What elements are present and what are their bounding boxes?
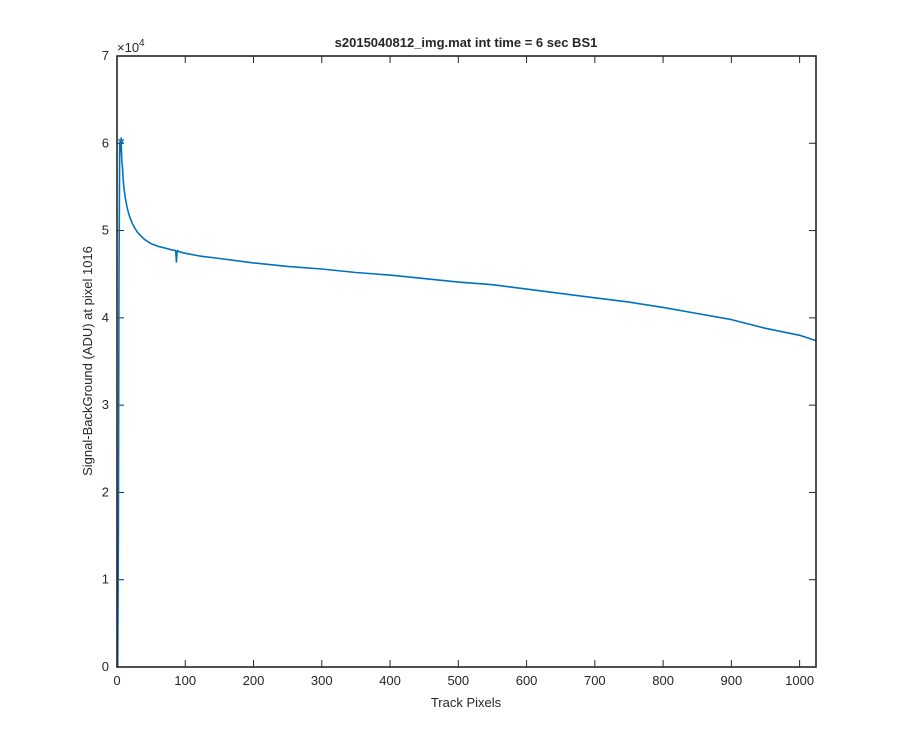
x-axis-label: Track Pixels [431,695,502,710]
y-tick-label: 3 [102,397,109,412]
y-tick-label: 7 [102,48,109,63]
x-tick-label: 800 [652,673,674,688]
x-tick-label: 1000 [785,673,814,688]
x-tick-label: 0 [113,673,120,688]
y-axis-ticks: 0 1 2 3 4 5 6 7 [102,48,816,674]
x-tick-label: 900 [721,673,743,688]
y-tick-label: 1 [102,572,109,587]
peak-marker: * [118,135,125,152]
x-tick-label: 500 [447,673,469,688]
x-tick-label: 300 [311,673,333,688]
y-tick-label: 0 [102,659,109,674]
plot-frame [116,55,817,668]
y-tick-label: 5 [102,223,109,238]
y-axis-label: Signal-BackGround (ADU) at pixel 1016 [80,246,95,476]
series-line [116,139,817,668]
x-tick-label: 600 [516,673,538,688]
chart-title: s2015040812_img.mat int time = 6 sec BS1 [335,35,598,50]
y-multiplier-label: ×10 4 [117,38,145,55]
y-tick-label: 2 [102,484,109,499]
markers: * [118,135,125,152]
y-multiplier-base: ×10 [117,40,139,55]
x-axis-ticks: 0 100 200 300 400 500 600 700 800 900 1000 [113,56,814,688]
y-multiplier-exponent: 4 [139,38,145,49]
x-tick-label: 100 [174,673,196,688]
y-tick-label: 4 [102,310,109,325]
y-tick-label: 6 [102,135,109,150]
x-tick-label: 400 [379,673,401,688]
x-tick-label: 700 [584,673,606,688]
x-tick-label: 200 [243,673,265,688]
plot-background [117,56,816,667]
